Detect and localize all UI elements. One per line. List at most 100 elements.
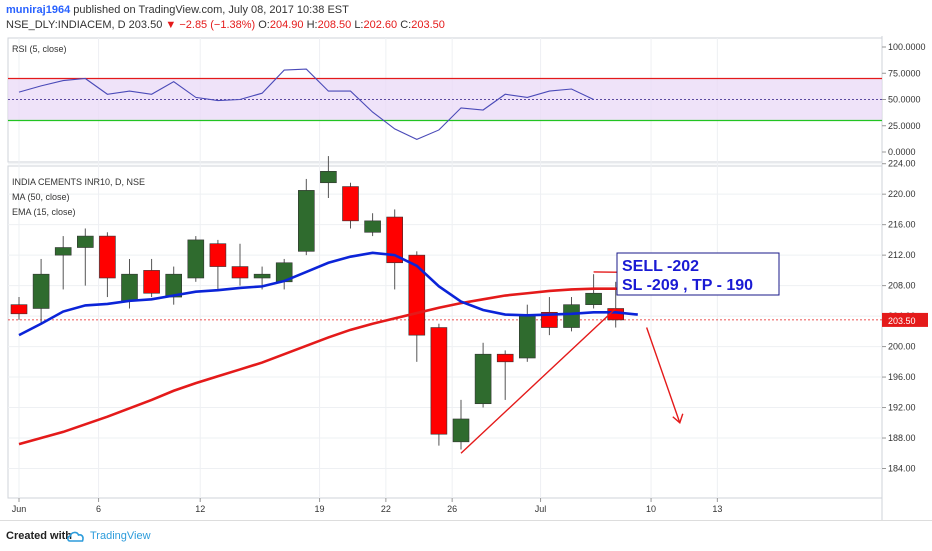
candle-body [496,353,514,363]
bullish-candle [54,236,72,290]
bearish-candle [10,297,28,320]
trade-annotation-box [616,252,780,296]
support-trendline [460,307,617,454]
ohlc-high-value: 208.50 [317,19,352,31]
bearish-candle [342,182,359,229]
bullish-candle [275,258,293,290]
bullish-candle [518,304,536,362]
bearish-candle [143,258,160,298]
ma-50-line [18,287,638,446]
bearish-candle [408,251,426,362]
tradingview-cloud-icon [67,531,84,542]
rsi-tick-label: 100.0000 [888,42,926,52]
candle-body [187,239,205,279]
ohlc-high-label: H: [306,19,318,31]
ohlc-open-value: 204.90 [269,19,304,31]
author-link[interactable]: muniraj1964 [6,4,71,16]
x-tick-label: 19 [315,504,325,514]
price-tick-label: 216.00 [888,220,916,230]
created-with-label: Created with [6,530,73,542]
candle-body [121,273,138,302]
rsi-label: RSI (5, close) [12,44,67,54]
tradingview-brand-link[interactable]: TradingView [90,530,151,542]
bullish-candle [474,342,492,408]
candle-body [99,235,116,279]
symbol-line: NSE_DLY:INDIACEM, D 203.50 ▼ −2.85 (−1.3… [6,19,445,31]
bearish-candle [231,243,249,286]
candle-body [32,273,50,309]
candle-body [77,235,94,248]
forecast-arrow [645,327,681,424]
price-tick-label: 220.00 [888,189,916,199]
candle-body [253,273,271,279]
ma-legend-label: MA (50, close) [12,192,70,202]
rsi-tick-label: 75.0000 [888,68,921,78]
ohlc-low-label: L: [354,19,364,31]
candle-body [342,186,359,222]
candle-body [430,327,448,435]
candle-body [364,220,381,233]
candle-body [165,273,182,298]
forecast-arrowhead [672,413,684,424]
price-change: −2.85 (−1.38%) [179,19,256,31]
x-tick-label: Jul [535,504,547,514]
publish-info: published on TradingView.com, July 08, 2… [73,4,349,16]
chart-area[interactable]: 100.0000 75.0000 50.0000 25.0000 0.0000 RSI (… [0,36,932,520]
bullish-candle [77,228,94,286]
bearish-candle [496,350,514,400]
candle-body [452,418,470,443]
last-price-badge [882,312,928,327]
ema-15-line [18,251,638,337]
candle-body [563,304,580,328]
price-tick-label: 208.00 [888,281,916,291]
x-tick-label: 10 [646,504,656,514]
price-tick-label: 212.00 [888,250,916,260]
ohlc-low-value: 202.60 [363,19,398,31]
price-tick-label: 184.00 [888,464,916,474]
x-tick-label: 13 [712,504,722,514]
x-tick-label: 12 [195,504,205,514]
bearish-candle [209,239,227,290]
candle-body [386,216,404,264]
candle-body [143,270,160,294]
rsi-tick-label: 25.0000 [888,121,921,131]
last-price-badge-text: 203.50 [888,316,916,326]
x-tick-label: 22 [381,504,391,514]
rsi-line [18,68,594,141]
chart-header: muniraj1964 published on TradingView.com… [0,0,932,36]
bullish-candle [32,258,50,324]
rsi-tick-label: 0.0000 [888,147,916,157]
candle-body [541,311,558,328]
price-tick-label: 224.00 [888,159,916,169]
publish-line: muniraj1964 published on TradingView.com… [6,4,349,16]
annotation-sell-text: SELL -202 [622,258,699,275]
bullish-candle [452,399,470,450]
bearish-candle [430,323,448,446]
candle-body [474,353,492,405]
symbol-name: NSE_DLY:INDIACEM, D [6,19,126,31]
price-tick-label: 200.00 [888,342,916,352]
candle-body [585,292,602,305]
candle-body [209,243,227,267]
ema-legend-label: EMA (15, close) [12,207,76,217]
x-tick-label: Jun [12,504,27,514]
candle-body [320,171,337,184]
candle-body [54,247,72,256]
bullish-candle [297,178,315,256]
candle-body [231,266,249,279]
ohlc-close-label: C: [400,19,412,31]
footer: Created with TradingView [0,520,932,551]
bullish-candle [585,274,602,309]
bullish-candle [320,156,337,198]
ohlc-open-label: O: [258,19,270,31]
bullish-candle [187,236,205,282]
bearish-candle [386,209,404,290]
x-tick-label: 26 [447,504,457,514]
ohlc-close-value: 203.50 [411,19,445,31]
bearish-candle [541,297,558,336]
bullish-candle [364,213,381,237]
annotation-sl-tp-text: SL -209 , TP - 190 [622,277,753,294]
rsi-tick-label: 50.0000 [888,95,921,105]
candle-body [297,190,315,252]
price-tick-label: 196.00 [888,372,916,382]
